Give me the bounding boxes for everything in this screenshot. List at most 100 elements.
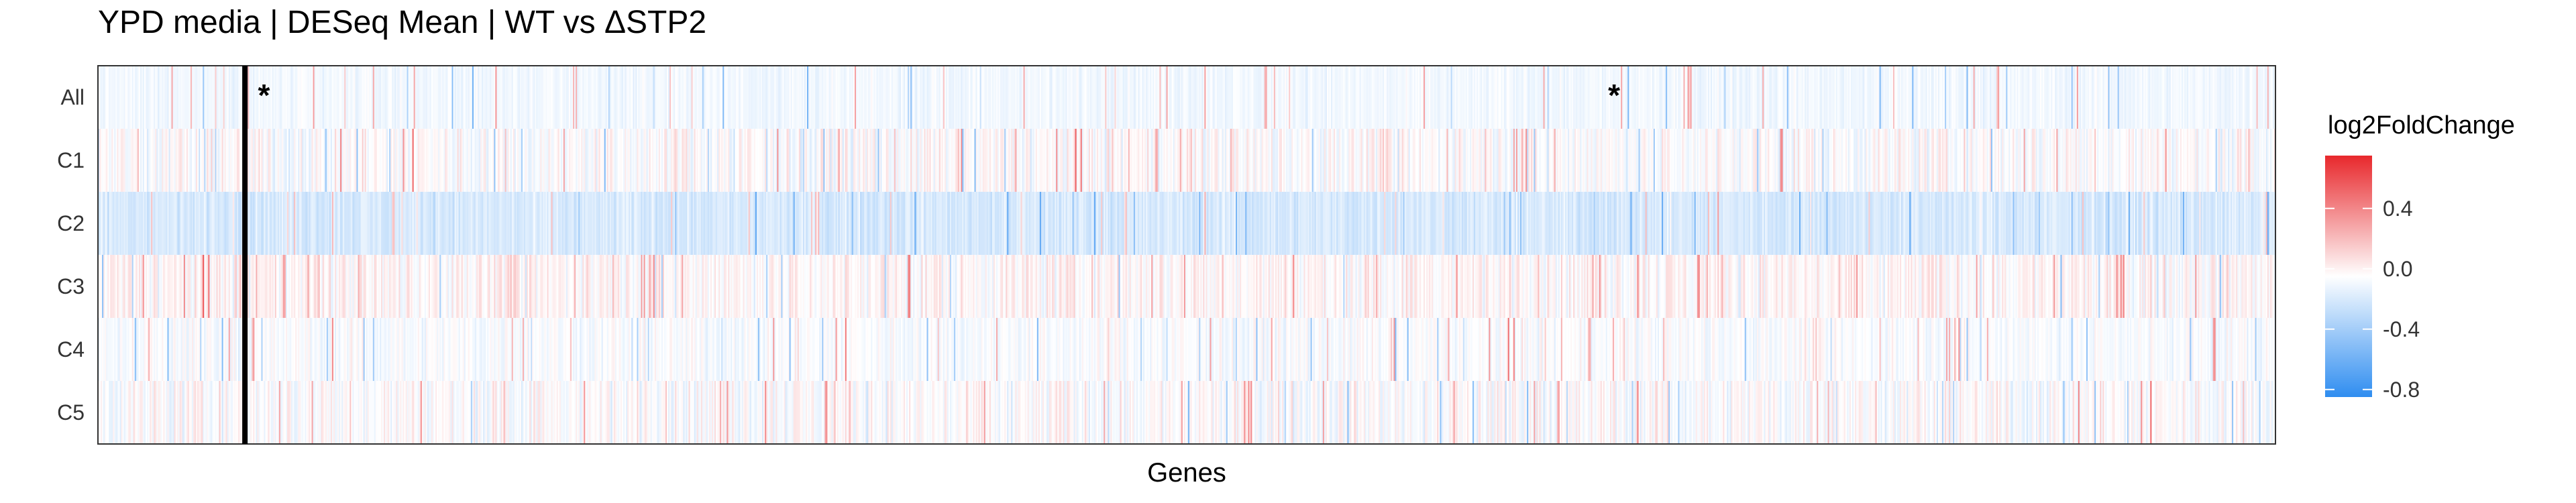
heatmap-cell (2002, 129, 2004, 192)
heatmap-cell (285, 192, 288, 255)
heatmap-cell (367, 129, 370, 192)
heatmap-cell (2064, 66, 2066, 129)
heatmap-cell (1531, 66, 1533, 129)
heatmap-cell (910, 192, 912, 255)
heatmap-cell (1554, 192, 1556, 255)
heatmap-cell (2149, 192, 2151, 255)
heatmap-cell (1806, 66, 1808, 129)
heatmap-cell (975, 66, 977, 129)
heatmap-cell (2182, 192, 2184, 255)
heatmap-cell (555, 192, 557, 255)
heatmap-cell (151, 192, 153, 255)
heatmap-cell (121, 192, 123, 255)
heatmap-cell (347, 66, 349, 129)
heatmap-cell (2025, 66, 2027, 129)
heatmap-cell (869, 66, 871, 129)
heatmap-cell (292, 129, 294, 192)
heatmap-cell (287, 129, 289, 192)
heatmap-cell (1136, 129, 1138, 192)
heatmap-cell (757, 129, 760, 192)
heatmap-cell (943, 192, 945, 255)
heatmap-cell (913, 66, 915, 129)
heatmap-cell (940, 66, 943, 129)
heatmap-cell (2247, 192, 2249, 255)
heatmap-cell (2008, 129, 2010, 192)
heatmap-cell (138, 192, 141, 255)
heatmap-cell (1615, 66, 1617, 129)
heatmap-cell (1245, 192, 1247, 255)
heatmap-cell (1827, 129, 1829, 192)
heatmap-cell (211, 255, 213, 318)
heatmap-cell (1927, 66, 1929, 129)
heatmap-cell (879, 129, 881, 192)
heatmap-cell (168, 255, 170, 318)
heatmap-cell (909, 66, 911, 129)
heatmap-cell (1686, 66, 1688, 129)
heatmap-cell (196, 129, 198, 192)
heatmap-cell (309, 66, 311, 129)
heatmap-cell (186, 66, 189, 129)
heatmap-cell (1799, 66, 1801, 129)
heatmap-cell (692, 192, 694, 255)
heatmap-cell (2241, 66, 2243, 129)
heatmap-cell (902, 66, 904, 129)
heatmap-cell (2108, 129, 2110, 192)
heatmap-cell (557, 129, 560, 192)
heatmap-cell (1049, 66, 1051, 129)
heatmap-cell (711, 129, 714, 192)
heatmap-cell (922, 66, 924, 129)
heatmap-cell (2012, 129, 2015, 192)
heatmap-cell (1521, 192, 1523, 255)
heatmap-cell (1450, 66, 1453, 129)
heatmap-cell (187, 192, 190, 255)
heatmap-cell (133, 66, 136, 129)
heatmap-cell (1193, 192, 1195, 255)
heatmap-cell (2017, 192, 2019, 255)
heatmap-cell (904, 66, 906, 129)
heatmap-cell (518, 192, 521, 255)
heatmap-cell (1268, 129, 1271, 192)
heatmap-cell (2143, 129, 2145, 192)
heatmap-cell (1311, 192, 1314, 255)
heatmap-cell (1264, 66, 1267, 129)
heatmap-cell (2161, 66, 2163, 129)
heatmap-cell (1799, 192, 1801, 255)
heatmap-cell (2222, 192, 2224, 255)
heatmap-cell (737, 66, 739, 129)
heatmap-cell (2021, 192, 2023, 255)
heatmap-cell (810, 66, 812, 129)
heatmap-cell (1715, 66, 1717, 129)
heatmap-cell (1958, 66, 1960, 129)
heatmap-cell (896, 66, 899, 129)
heatmap-cell (1558, 66, 1560, 129)
heatmap-cell (532, 129, 534, 192)
heatmap-cell (1989, 129, 1992, 192)
heatmap-cell (1751, 129, 1754, 192)
heatmap-cell (1572, 66, 1574, 129)
heatmap-cell (717, 66, 719, 129)
heatmap-cell (1517, 129, 1519, 192)
heatmap-cell (592, 66, 594, 129)
heatmap-cell (867, 129, 869, 192)
heatmap-cell (880, 192, 882, 255)
heatmap-cell (298, 129, 300, 192)
heatmap-cell (586, 192, 588, 255)
heatmap-cell (1814, 66, 1816, 129)
heatmap-cell (1166, 66, 1168, 129)
heatmap-cell (630, 129, 632, 192)
heatmap-cell (224, 66, 227, 129)
heatmap-cell (138, 129, 141, 192)
heatmap-cell (1276, 192, 1279, 255)
heatmap-cell (1581, 192, 1583, 255)
heatmap-cell (1391, 192, 1393, 255)
heatmap-cell (1554, 66, 1556, 129)
heatmap-cell (568, 129, 571, 192)
heatmap-cell (2239, 129, 2241, 192)
heatmap-cell (1695, 192, 1698, 255)
heatmap-cell (637, 192, 639, 255)
heatmap-cell (1596, 129, 1599, 192)
heatmap-cell (1469, 66, 1472, 129)
heatmap-cell (215, 66, 217, 129)
heatmap-cell (1265, 192, 1268, 255)
heatmap-cell (1036, 129, 1039, 192)
